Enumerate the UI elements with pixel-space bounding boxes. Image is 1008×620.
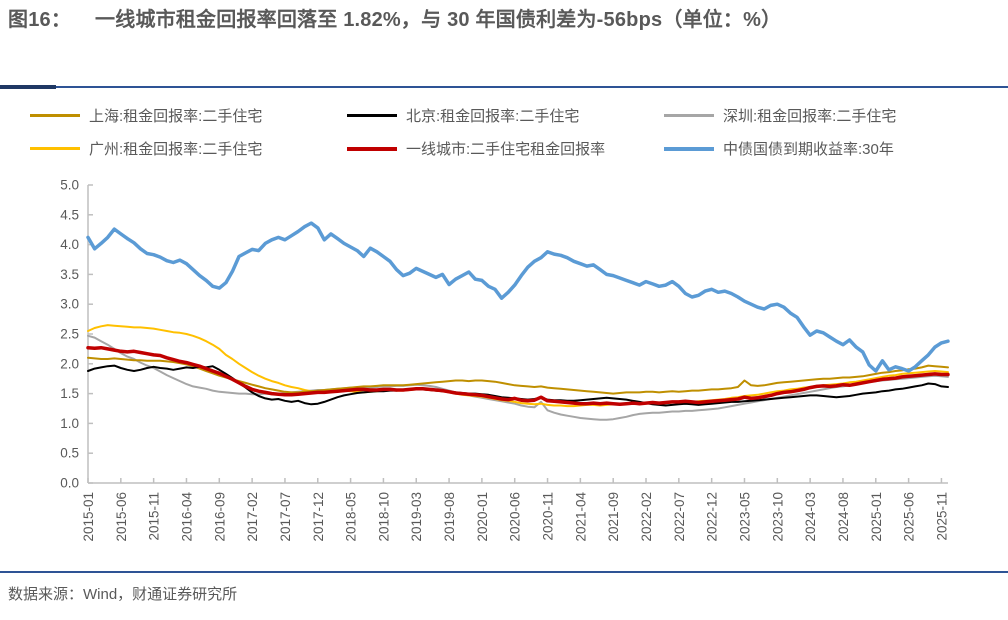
line-chart: 5.0 4.5 4.0 3.5 3.0 2.5 2.0 1.5 1.0 0.5 0.0 2015-01…: [0, 170, 1008, 570]
x-tick-label: 2024-08: [836, 492, 851, 542]
data-source: 数据来源：Wind，财通证券研究所: [8, 586, 238, 603]
beijing-line-swatch: [347, 114, 397, 117]
shenzhen-line-swatch: [664, 114, 714, 117]
legend-item-tier1: 一线城市:二手住宅租金回报率: [347, 136, 664, 161]
shanghai-line-swatch: [30, 114, 80, 117]
legend-label: 北京:租金回报率:二手住宅: [406, 108, 580, 125]
bottom-divider: [0, 571, 1008, 573]
y-tick-label: 4.0: [60, 237, 79, 252]
y-tick-label: 2.5: [60, 327, 79, 342]
x-tick-label: 2020-11: [541, 492, 556, 541]
y-tick-label: 2.0: [60, 356, 79, 371]
x-tick-label: 2022-02: [639, 492, 654, 542]
x-tick-label: 2017-12: [311, 492, 326, 542]
chart-canvas: 5.0 4.5 4.0 3.5 3.0 2.5 2.0 1.5 1.0 0.5 0.02015-01…: [60, 178, 950, 542]
series-line-shanghai: [87, 356, 949, 395]
y-tick-label: 5.0: [60, 178, 79, 193]
chart-legend: 上海:租金回报率:二手住宅 北京:租金回报率:二手住宅 深圳:租金回报率:二手住…: [30, 103, 990, 161]
y-tick-label: 3.0: [60, 297, 79, 312]
x-tick-label: 2025-01: [869, 492, 884, 542]
guangzhou-line-swatch: [30, 147, 80, 150]
y-tick-label: 3.5: [60, 267, 79, 282]
top-divider-accent: [0, 85, 56, 89]
bond30y-line-swatch: [664, 146, 714, 151]
x-tick-label: 2019-03: [409, 492, 424, 542]
x-tick-label: 2018-10: [376, 492, 391, 542]
series-line-bond30y: [86, 221, 950, 373]
legend-label: 广州:租金回报率:二手住宅: [89, 141, 263, 158]
x-tick-label: 2018-05: [344, 492, 359, 542]
x-tick-label: 2025-11: [934, 492, 949, 541]
legend-label: 中债国债到期收益率:30年: [723, 141, 894, 158]
legend-label: 深圳:租金回报率:二手住宅: [723, 108, 897, 125]
legend-item-guangzhou: 广州:租金回报率:二手住宅: [30, 136, 347, 161]
x-tick-label: 2016-04: [179, 492, 194, 542]
x-tick-label: 2020-06: [508, 492, 523, 542]
x-tick-label: 2020-01: [475, 492, 490, 542]
legend-label: 上海:租金回报率:二手住宅: [89, 108, 263, 125]
legend-item-bond30y: 中债国债到期收益率:30年: [664, 136, 990, 161]
y-tick-label: 1.0: [60, 416, 79, 431]
x-tick-label: 2015-01: [81, 492, 96, 542]
x-tick-label: 2022-12: [705, 492, 720, 542]
tier1-line-swatch: [347, 146, 397, 151]
y-tick-label: 0.0: [60, 476, 79, 491]
x-tick-label: 2019-08: [442, 492, 457, 542]
x-tick-label: 2015-11: [147, 492, 162, 541]
legend-item-shanghai: 上海:租金回报率:二手住宅: [30, 103, 347, 128]
series-line-tier1: [86, 345, 950, 407]
figure-title: 图16： 一线城市租金回报率回落至 1.82%，与 30 年国债利差为-56bps…: [8, 5, 1008, 36]
legend-label: 一线城市:二手住宅租金回报率: [406, 141, 606, 158]
x-tick-label: 2016-09: [212, 492, 227, 542]
top-divider: [0, 85, 1008, 89]
x-tick-label: 2025-06: [902, 492, 917, 542]
x-tick-label: 2021-09: [606, 492, 621, 542]
x-tick-label: 2015-06: [114, 492, 129, 542]
x-tick-label: 2017-02: [245, 492, 260, 542]
y-tick-label: 4.5: [60, 207, 79, 222]
x-tick-label: 2024-03: [803, 492, 818, 542]
x-tick-label: 2023-10: [770, 492, 785, 542]
y-tick-label: 0.5: [60, 446, 79, 461]
figure-title-text: 一线城市租金回报率回落至 1.82%，与 30 年国债利差为-56bps（单位：…: [95, 9, 782, 31]
y-tick-label: 1.5: [60, 386, 79, 401]
x-tick-label: 2021-04: [573, 492, 588, 542]
x-tick-label: 2023-05: [737, 492, 752, 542]
series-line-guangzhou: [87, 324, 949, 408]
x-tick-label: 2017-07: [278, 492, 293, 542]
x-tick-label: 2022-07: [672, 492, 687, 542]
legend-item-beijing: 北京:租金回报率:二手住宅: [347, 103, 664, 128]
figure-number: 图16：: [8, 9, 72, 31]
legend-item-shenzhen: 深圳:租金回报率:二手住宅: [664, 103, 990, 128]
series-line-shenzhen: [87, 334, 949, 421]
